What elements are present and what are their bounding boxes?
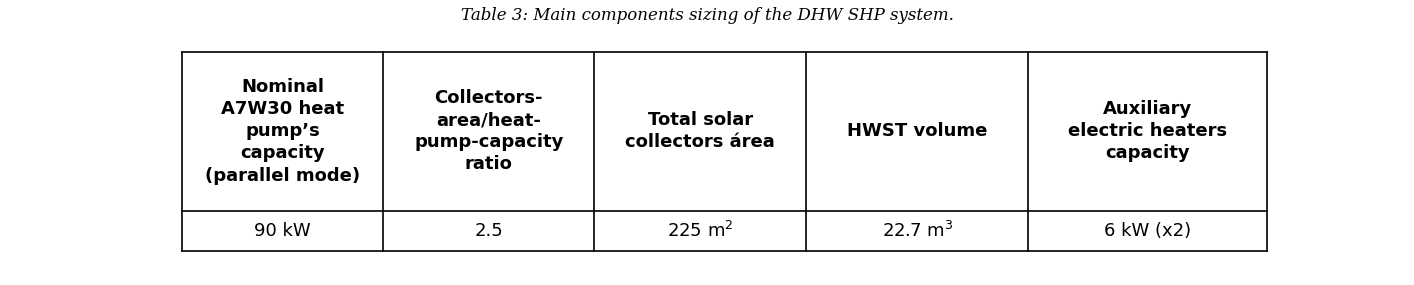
Text: 90 kW: 90 kW bbox=[255, 222, 311, 240]
Text: Collectors-
area/heat-
pump-capacity
ratio: Collectors- area/heat- pump-capacity rat… bbox=[414, 89, 563, 174]
Text: HWST volume: HWST volume bbox=[847, 122, 987, 140]
Text: 2.5: 2.5 bbox=[474, 222, 503, 240]
Text: 225 m$^2$: 225 m$^2$ bbox=[667, 221, 734, 241]
Text: 6 kW (x2): 6 kW (x2) bbox=[1104, 222, 1192, 240]
Text: Nominal
A7W30 heat
pump’s
capacity
(parallel mode): Nominal A7W30 heat pump’s capacity (para… bbox=[205, 78, 361, 184]
Text: Total solar
collectors área: Total solar collectors área bbox=[625, 111, 775, 151]
Text: Auxiliary
electric heaters
capacity: Auxiliary electric heaters capacity bbox=[1068, 100, 1227, 162]
Text: Table 3: Main components sizing of the DHW SHP system.: Table 3: Main components sizing of the D… bbox=[461, 7, 953, 24]
Text: 22.7 m$^3$: 22.7 m$^3$ bbox=[882, 221, 953, 241]
